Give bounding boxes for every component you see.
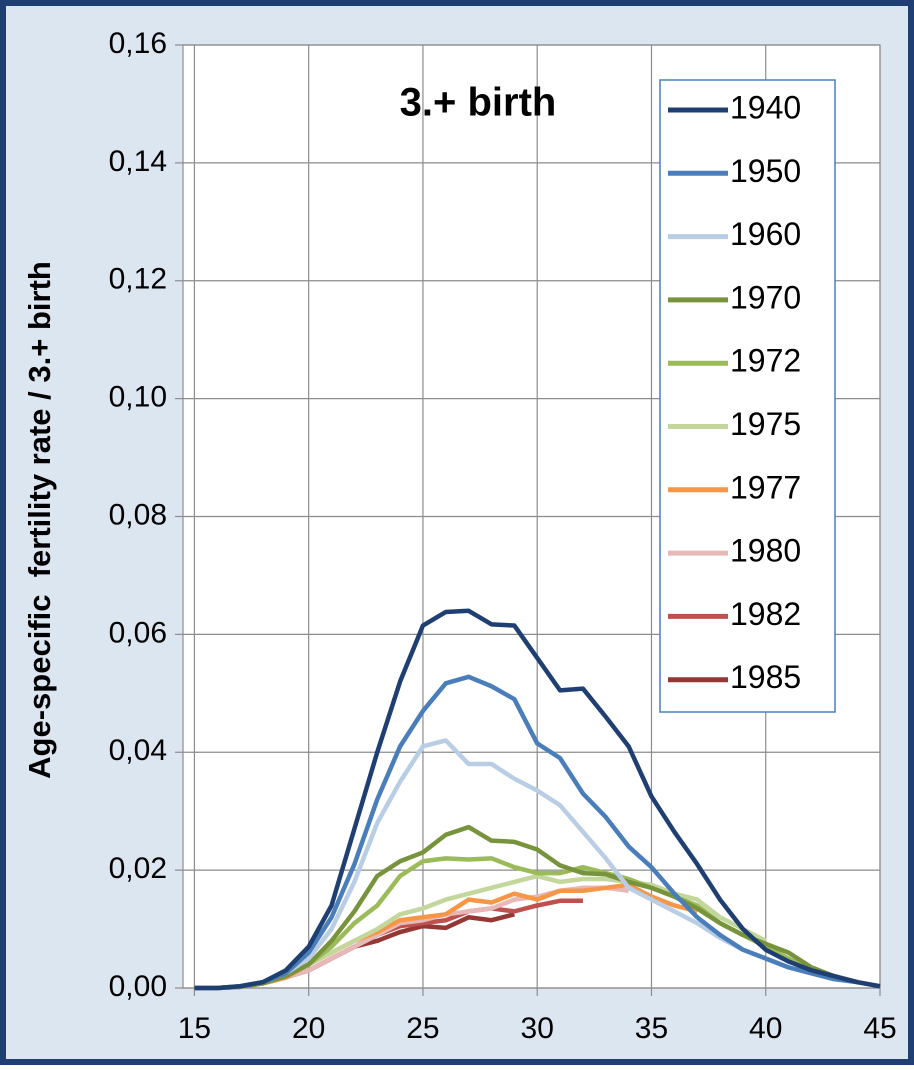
legend-label: 1950 [730, 153, 801, 189]
lines [194, 608, 881, 991]
legend-label: 1972 [730, 343, 801, 379]
y-tick-label: 0,04 [109, 734, 167, 767]
x-tick-label: 35 [635, 1012, 668, 1045]
y-tick-label: 0,08 [109, 498, 167, 531]
y-tick-label: 0,02 [109, 852, 167, 885]
legend-label: 1975 [730, 406, 801, 442]
y-tick-label: 0,00 [109, 970, 167, 1003]
x-tick-label: 45 [863, 1012, 896, 1045]
legend-label: 1980 [730, 533, 801, 569]
legend-box [659, 79, 836, 713]
x-tick-label: 20 [292, 1012, 325, 1045]
y-tick-label: 0,16 [109, 27, 167, 60]
legend-label: 1985 [730, 659, 801, 695]
grid [175, 44, 881, 996]
legend-label: 1970 [730, 279, 801, 315]
legend-label: 1940 [730, 89, 801, 125]
legend: 1940 1950 1960 1970 1972 1975 1977 1980 1982 1985 [668, 89, 801, 695]
annotation: 3.+ birth [400, 81, 557, 125]
series-line [194, 608, 881, 991]
legend-label: 1982 [730, 596, 801, 632]
y-tick-label: 0,12 [109, 263, 167, 296]
y-axis-label: Age-specific fertility rate / 3.+ birth [22, 261, 57, 779]
x-tick-label: 40 [749, 1012, 782, 1045]
legend-label: 1960 [730, 216, 801, 252]
plot-border [182, 44, 881, 989]
x-tick-label: 30 [521, 1012, 554, 1045]
y-tick-label: 0,06 [109, 616, 167, 649]
x-tick-label: 15 [178, 1012, 211, 1045]
y-tick-label: 0,14 [109, 145, 167, 178]
legend-label: 1977 [730, 469, 801, 505]
y-tick-label: 0,10 [109, 381, 167, 414]
series-line [194, 824, 858, 991]
series-line [194, 674, 858, 991]
x-tick-label: 25 [406, 1012, 439, 1045]
